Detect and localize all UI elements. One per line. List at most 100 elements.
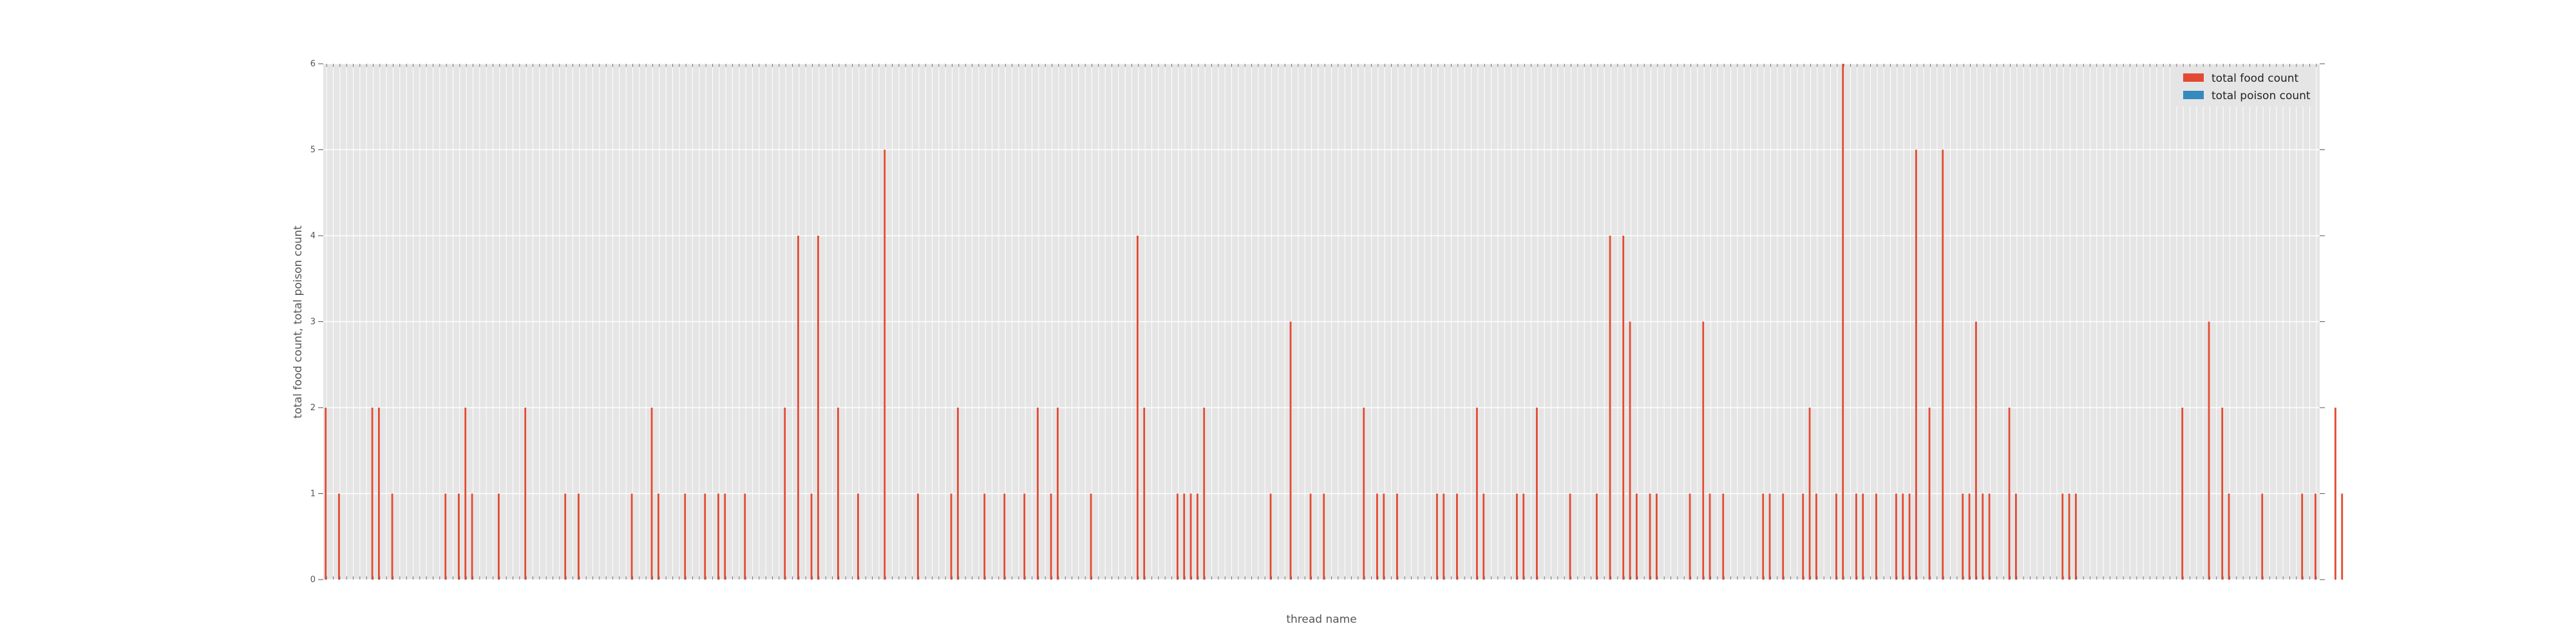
bar-food	[1050, 493, 1052, 580]
bar-food	[1323, 493, 1325, 580]
bar-food	[1895, 493, 1897, 580]
bar-food	[983, 493, 986, 580]
bar-food	[444, 493, 447, 580]
bar-food	[2314, 493, 2316, 580]
bar-food	[1443, 493, 1445, 580]
bar-food	[1535, 408, 1538, 580]
bar-food	[837, 408, 839, 580]
bar-food	[1522, 493, 1525, 580]
bar-food	[1942, 149, 1944, 580]
bar-food	[1808, 408, 1811, 580]
bar-food	[325, 408, 327, 580]
bar-food	[1782, 493, 1785, 580]
bar-food	[956, 408, 959, 580]
bar-food	[744, 493, 746, 580]
y-axis-ticks: 0 1 2 3 4 5 6	[310, 59, 316, 585]
bar-food	[817, 236, 819, 580]
edge-tick-marks	[318, 63, 2325, 580]
bar-food	[1802, 493, 1804, 580]
bar-food	[1269, 493, 1272, 580]
legend-label-food: total food count	[2211, 72, 2299, 85]
bar-food	[1003, 493, 1006, 580]
bar-food	[857, 493, 859, 580]
bar-food	[1702, 321, 1705, 580]
bar-food	[2341, 493, 2344, 580]
bar-food	[1482, 493, 1485, 580]
y-tick-label: 0	[310, 575, 316, 585]
bar-food	[1056, 408, 1059, 580]
bar-food	[1203, 408, 1206, 580]
bar-food	[1762, 493, 1765, 580]
legend-swatch-food	[2183, 73, 2204, 82]
bar-food	[1090, 493, 1092, 580]
bar-food	[2181, 408, 2184, 580]
y-tick-label: 5	[310, 146, 316, 155]
bar-food	[1928, 408, 1931, 580]
bar-food	[884, 149, 886, 580]
bar-food	[1622, 236, 1625, 580]
bar-food	[1635, 493, 1638, 580]
bar-food	[391, 493, 393, 580]
y-axis-label: total food count, total poison count	[292, 225, 305, 419]
bars	[325, 64, 2344, 580]
bar-food	[1975, 321, 1977, 580]
bar-food	[371, 408, 374, 580]
bar-food	[1196, 493, 1198, 580]
y-tick-label: 2	[310, 403, 316, 413]
bar-food	[524, 408, 527, 580]
bar-food	[2228, 493, 2230, 580]
bar-food	[1396, 493, 1398, 580]
bar-food	[810, 493, 813, 580]
bar-food	[2208, 321, 2210, 580]
legend-swatch-poison	[2183, 91, 2204, 99]
legend-label-poison: total poison count	[2211, 90, 2311, 102]
bar-food	[1136, 236, 1139, 580]
bar-food	[950, 493, 952, 580]
bar-food	[1815, 493, 1817, 580]
y-tick-label: 3	[310, 317, 316, 327]
bar-food	[1189, 493, 1192, 580]
bar-food	[1435, 493, 1438, 580]
bar-food	[471, 493, 473, 580]
bar-food	[1036, 408, 1039, 580]
bar-food	[1376, 493, 1378, 580]
bar-food	[1988, 493, 1991, 580]
bar-food	[650, 408, 653, 580]
bar-food	[1383, 493, 1385, 580]
y-tick-label: 4	[310, 231, 316, 241]
bar-food	[1968, 493, 1971, 580]
bar-food	[1515, 493, 1518, 580]
bar-food	[1722, 493, 1725, 580]
bar-food	[1455, 493, 1458, 580]
bar-food	[2074, 493, 2077, 580]
bar-food	[2301, 493, 2304, 580]
bar-food	[497, 493, 500, 580]
bar-food	[1962, 493, 1964, 580]
bar-food	[1855, 493, 1857, 580]
bar-food	[1595, 493, 1598, 580]
bar-food	[1023, 493, 1026, 580]
bar-food	[2261, 493, 2264, 580]
bar-food	[2061, 493, 2064, 580]
bar-food	[564, 493, 567, 580]
bar-food	[797, 236, 799, 580]
bar-food	[337, 493, 340, 580]
bar-food	[717, 493, 719, 580]
bar-food	[1875, 493, 1877, 580]
legend: total food count total poison count	[2174, 68, 2315, 106]
bar-food	[1982, 493, 1984, 580]
bar-food	[1289, 321, 1292, 580]
bar-food	[464, 408, 467, 580]
bar-food	[2334, 408, 2336, 580]
bar-food	[1908, 493, 1911, 580]
bar-food	[684, 493, 687, 580]
bar-food	[704, 493, 706, 580]
bar-food	[657, 493, 659, 580]
bar-food	[1363, 408, 1365, 580]
bar-food	[1768, 493, 1771, 580]
bar-food	[1176, 493, 1179, 580]
y-tick-label: 6	[310, 59, 316, 69]
y-tick-label: 1	[310, 489, 316, 499]
bar-food	[1609, 236, 1611, 580]
